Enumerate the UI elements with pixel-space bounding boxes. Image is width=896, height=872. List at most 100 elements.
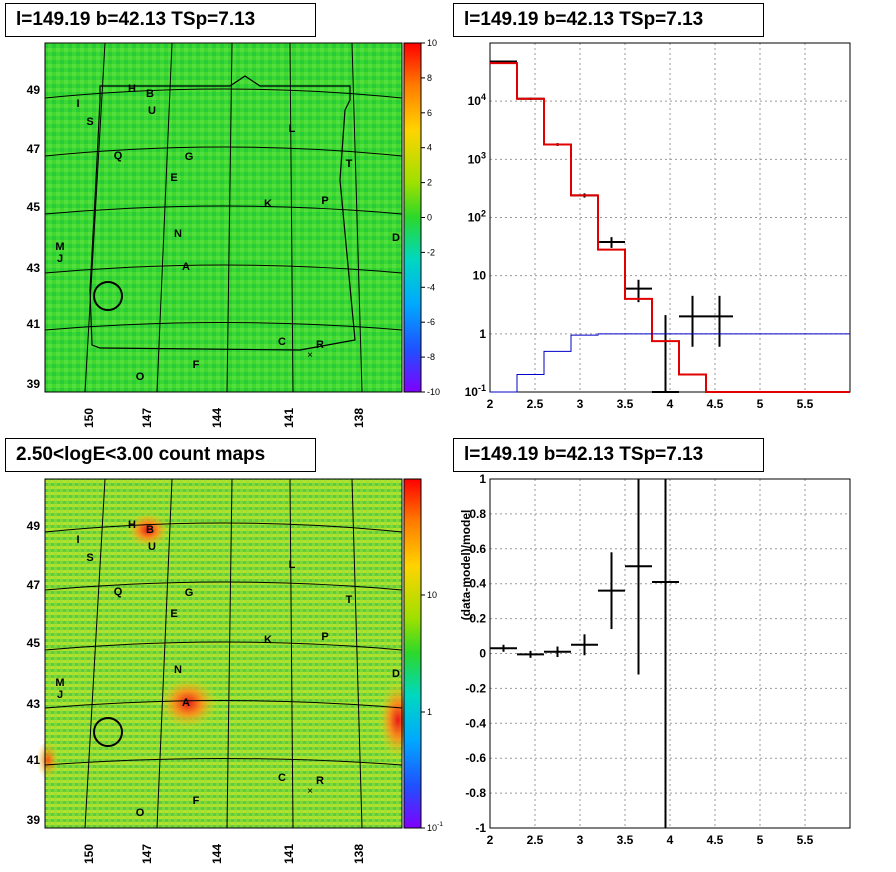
bottom-map-source-label-o: O <box>136 807 145 819</box>
residual-x-tick-label: 4 <box>667 833 674 847</box>
spectrum-y-tick-label: 102 <box>468 209 486 225</box>
top-map-lat-label: 43 <box>27 261 41 275</box>
bottom-map-source-label-t: T <box>346 594 353 606</box>
residual-x-tick-label: 5.5 <box>797 833 814 847</box>
top-map-frame <box>44 42 403 393</box>
bottom-map-grid <box>44 478 403 829</box>
top-map-source-label-f: F <box>193 359 200 371</box>
residual-x-tick-label: 3.5 <box>617 833 634 847</box>
spectrum-model-step-line <box>490 62 850 393</box>
br-panel-title: l=149.19 b=42.13 TSp=7.13 <box>453 438 764 472</box>
bottom-map-source-label-q: Q <box>114 586 123 598</box>
residual-x-tick-label: 2.5 <box>527 833 544 847</box>
bottom-map-source-label-s: S <box>86 552 93 564</box>
top-map-lon-label: 138 <box>352 408 366 428</box>
top-map-source-label-h: H <box>128 83 136 95</box>
top-palette <box>403 42 422 393</box>
bottom-map-source-label-c: C <box>278 772 286 784</box>
top-palette-label: 8 <box>427 73 432 83</box>
bottom-palette-label: 10 <box>427 590 437 600</box>
bottom-map-source-label-e: E <box>170 608 177 620</box>
top-map-source-label-r: R <box>316 339 324 351</box>
spectrum-y-tick-label: 103 <box>468 150 486 166</box>
top-map-source-label-i: I <box>76 98 79 110</box>
spectrum-x-tick-label: 2 <box>487 397 494 411</box>
top-map-background <box>45 43 402 392</box>
top-map-source-label-l: L <box>289 123 296 135</box>
bottom-map-lon-label: 147 <box>140 844 154 864</box>
spectrum-x-tick-label: 5 <box>757 397 764 411</box>
bottom-map-lon-label: 138 <box>352 844 366 864</box>
bottom-map-lat-label: 49 <box>27 519 41 533</box>
tl-panel-title: l=149.19 b=42.13 TSp=7.13 <box>5 3 316 37</box>
bottom-palette-label: 1 <box>427 707 432 717</box>
top-palette-label: 0 <box>427 213 432 223</box>
bottom-map-source-cross: × <box>307 786 313 797</box>
top-map-source-label-p: P <box>321 195 328 207</box>
top-map: H BU IS L Q G T E K P N MJ D A C R O F × 10 8 6 4 2 0 -2 -4 -6 -8 -1… <box>27 38 440 428</box>
spectrum-x-tick-label: 5.5 <box>797 397 814 411</box>
residual-frame <box>489 478 851 829</box>
top-palette-label: 2 <box>427 178 432 188</box>
top-palette-label: -4 <box>427 282 435 292</box>
bottom-map-source-label-a: A <box>182 697 190 709</box>
spectrum-plot: 2 2.5 3 3.5 4 4.5 5 5.5 10-1 1 10 102 103 104 <box>465 42 851 411</box>
spectrum-x-tick-label: 3 <box>577 397 584 411</box>
top-map-source-label-k: K <box>264 198 272 210</box>
spectrum-y-tick-label: 1 <box>479 327 486 341</box>
top-map-source-cross: × <box>307 350 313 361</box>
top-map-source-label-e: E <box>170 172 177 184</box>
top-palette-label: -2 <box>427 247 435 257</box>
hotspot-a <box>158 677 218 729</box>
spectrum-y-tick-label: 10 <box>473 269 487 283</box>
residual-y-tick-label: -0.8 <box>465 786 486 800</box>
residual-y-tick-label: 0 <box>479 647 486 661</box>
top-map-lat-labels: 49 47 45 43 41 39 <box>27 83 41 391</box>
bottom-map-sources: H BU IS L Q G T E K P N MJ D A C R O F × <box>55 519 400 819</box>
top-palette-labels: 10 8 6 4 2 0 -2 -4 -6 -8 -10 <box>421 38 440 397</box>
bottom-map-lon-label: 150 <box>82 844 96 864</box>
top-map-lon-label: 150 <box>82 408 96 428</box>
top-map-source-label-n: N <box>174 228 182 240</box>
bottom-map-lat-label: 47 <box>27 578 41 592</box>
top-map-source-label-g: G <box>185 151 194 163</box>
top-map-lat-label: 41 <box>27 317 41 331</box>
bottom-map-lat-label: 39 <box>27 813 41 827</box>
top-palette-label: -10 <box>427 387 440 397</box>
residual-x-tick-label: 4.5 <box>707 833 724 847</box>
top-map-source-label-u: U <box>148 105 156 117</box>
top-map-grid <box>44 42 403 393</box>
top-map-lat-label: 45 <box>27 200 41 214</box>
bottom-map-source-label-b: B <box>146 524 154 536</box>
bottom-map-lon-label: 144 <box>210 844 224 864</box>
top-map-lat-label: 39 <box>27 377 41 391</box>
top-map-source-label-j: J <box>57 253 63 265</box>
bottom-map-source-label-d: D <box>392 668 400 680</box>
top-palette-label: 6 <box>427 108 432 118</box>
spectrum-x-tick-label: 4.5 <box>707 397 724 411</box>
residual-x-tick-label: 5 <box>757 833 764 847</box>
residual-x-tick-label: 3 <box>577 833 584 847</box>
top-map-source-label-b: B <box>146 88 154 100</box>
bottom-map-lon-label: 141 <box>282 844 296 864</box>
top-map-sources: H BU IS L Q G T E K P N MJ D A C R O F × <box>55 83 400 383</box>
residual-y-tick-label: -0.4 <box>465 716 486 730</box>
top-map-source-label-d: D <box>392 232 400 244</box>
residual-y-tick-label: 0.4 <box>469 577 486 591</box>
spectrum-background-step-line <box>490 333 850 393</box>
bottom-map-source-label-r: R <box>316 775 324 787</box>
top-map-source-label-t: T <box>346 158 353 170</box>
top-palette-label: 4 <box>427 143 432 153</box>
top-map-lon-label: 144 <box>210 408 224 428</box>
bottom-palette-label: 10-1 <box>427 821 443 833</box>
residual-y-tick-label: -1 <box>475 821 486 835</box>
top-map-lon-label: 147 <box>140 408 154 428</box>
bottom-map-lon-labels: 150 147 144 141 138 <box>82 844 366 864</box>
residual-y-tick-label: 1 <box>479 472 486 486</box>
residual-y-tick-label: -0.6 <box>465 751 486 765</box>
hotspot-b <box>126 512 170 548</box>
bottom-map-source-label-l: L <box>289 559 296 571</box>
top-palette-label: 10 <box>427 38 437 48</box>
residual-y-axis-label: (data-model)/model <box>459 510 473 621</box>
